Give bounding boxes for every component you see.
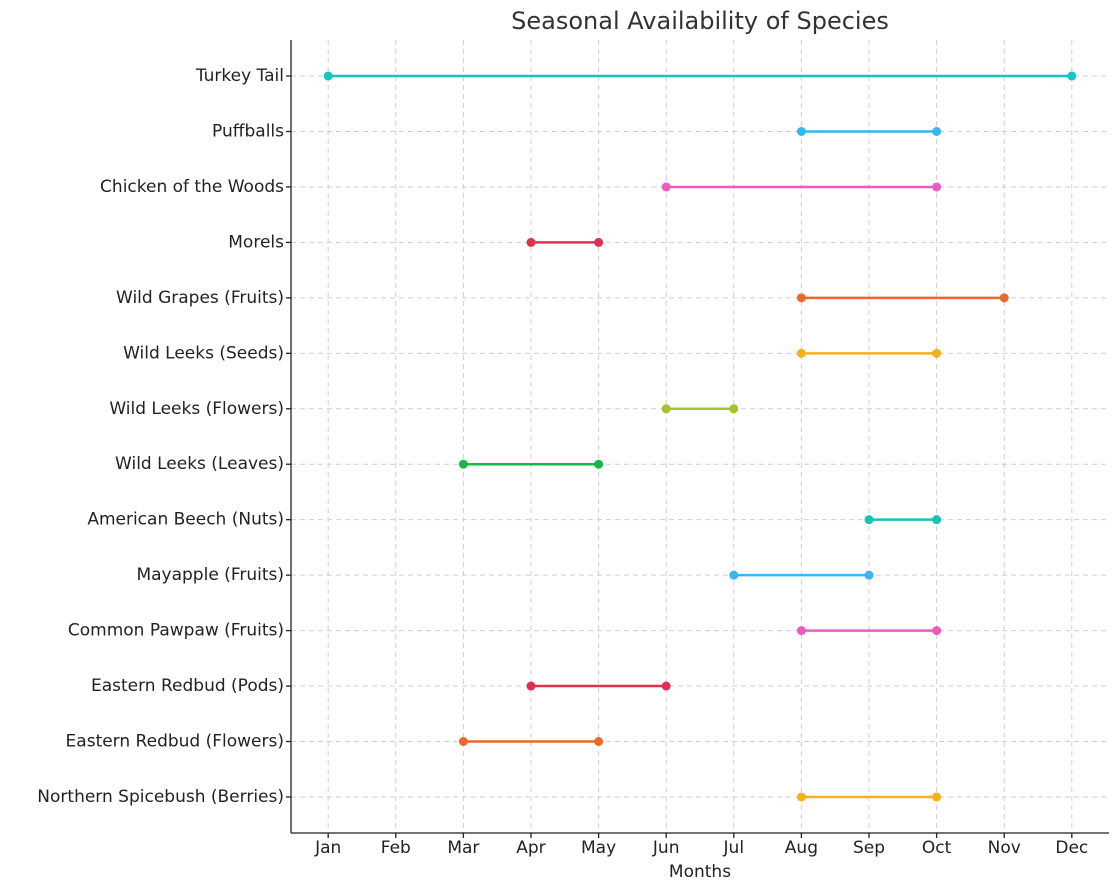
x-tick-label: Apr (516, 838, 545, 858)
x-tick-label: Jan (314, 838, 341, 858)
start-dot (526, 681, 536, 691)
end-dot (932, 515, 942, 525)
x-axis-label: Months (669, 862, 731, 882)
y-tick-label: Eastern Redbud (Flowers) (66, 732, 284, 752)
y-tick-label: Northern Spicebush (Berries) (37, 787, 284, 807)
start-dot (796, 293, 806, 303)
end-dot (661, 681, 671, 691)
x-tick-label: Feb (381, 838, 411, 858)
end-dot (999, 293, 1009, 303)
start-dot (526, 237, 536, 247)
y-tick-label: American Beech (Nuts) (87, 510, 284, 530)
x-tick-label: Dec (1055, 838, 1088, 858)
x-tick-label: Aug (785, 838, 818, 858)
end-dot (1067, 71, 1077, 81)
end-dot (932, 792, 942, 802)
start-dot (458, 737, 468, 746)
y-tick-label: Eastern Redbud (Pods) (91, 676, 284, 696)
end-dot (594, 237, 604, 247)
start-dot (864, 515, 874, 525)
chart-title: Seasonal Availability of Species (511, 7, 889, 35)
x-tick-label: Sep (853, 838, 885, 858)
y-tick-label: Morels (228, 232, 284, 252)
x-tick-label: Nov (988, 838, 1021, 858)
x-tick-label: Jun (652, 838, 680, 858)
x-tick-label: May (581, 838, 616, 858)
end-dot (594, 459, 604, 469)
y-tick-label: Puffballs (212, 122, 284, 142)
y-tick-label: Wild Leeks (Leaves) (115, 454, 284, 474)
y-tick-label: Wild Leeks (Flowers) (109, 399, 284, 419)
y-tick-label: Wild Grapes (Fruits) (116, 288, 284, 308)
end-dot (864, 570, 874, 580)
start-dot (796, 626, 806, 636)
y-tick-label: Chicken of the Woods (100, 177, 284, 197)
end-dot (932, 626, 942, 636)
end-dot (932, 182, 942, 192)
y-tick-label: Wild Leeks (Seeds) (123, 343, 284, 363)
x-tick-label: Oct (922, 838, 952, 858)
end-dot (594, 737, 604, 746)
x-tick-label: Jul (723, 838, 745, 858)
start-dot (323, 71, 333, 81)
start-dot (661, 182, 671, 192)
start-dot (796, 348, 806, 358)
end-dot (932, 348, 942, 358)
x-tick-label: Mar (447, 838, 479, 858)
end-dot (729, 404, 739, 414)
y-tick-label: Turkey Tail (195, 66, 284, 86)
start-dot (796, 127, 806, 136)
end-dot (932, 127, 942, 136)
start-dot (661, 404, 671, 414)
start-dot (796, 792, 806, 802)
y-tick-label: Common Pawpaw (Fruits) (68, 621, 284, 641)
start-dot (729, 570, 739, 580)
y-tick-label: Mayapple (Fruits) (136, 565, 284, 585)
start-dot (458, 459, 468, 469)
